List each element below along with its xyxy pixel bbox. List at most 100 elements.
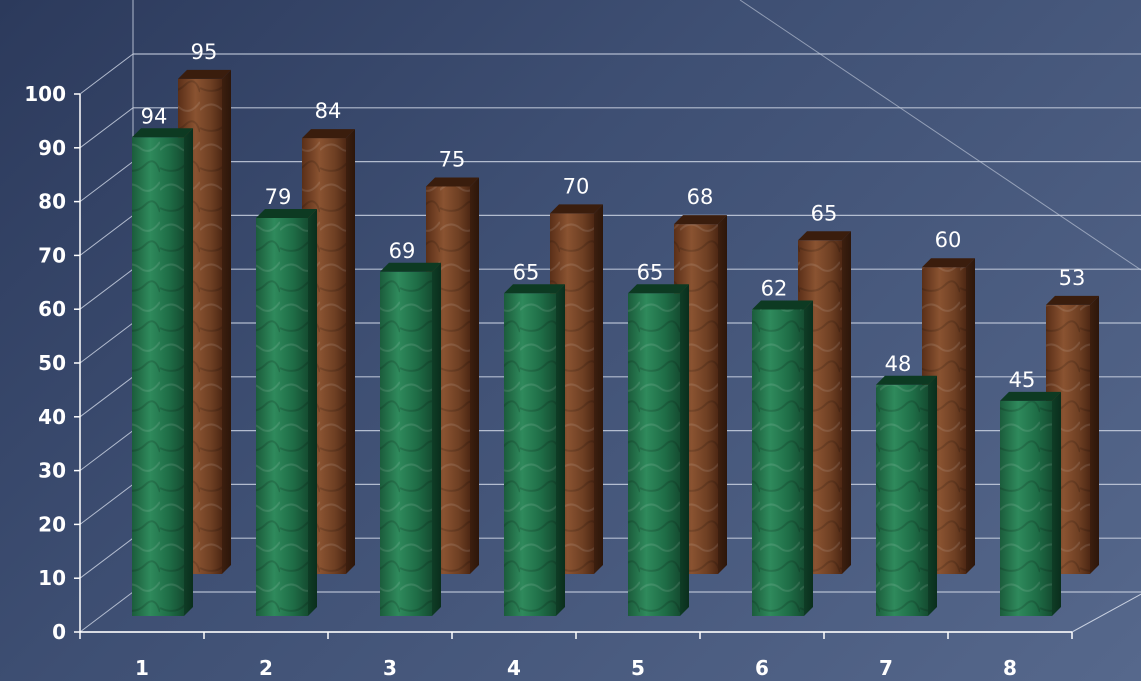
data-label-series1: 94 [141, 104, 168, 128]
bar-series1-texture [380, 271, 432, 616]
bar-series1-top [876, 375, 937, 385]
bar-series1 [256, 208, 317, 617]
bar-series2-side [1090, 295, 1099, 574]
data-label-series2: 53 [1059, 266, 1086, 290]
bar-series1-texture [1000, 400, 1052, 616]
bar-series2-side [594, 204, 603, 574]
bar-series1 [132, 128, 193, 616]
wall-diagonal [739, 0, 1141, 271]
gridline-depth [79, 322, 134, 364]
front-series-layer [132, 128, 1061, 617]
data-label-series2: 84 [315, 99, 342, 123]
bar-series2-side [470, 177, 479, 574]
data-label-series1: 65 [513, 260, 540, 284]
bar-series1 [380, 262, 441, 616]
gridline-depth [79, 107, 134, 149]
bar-series1-side [804, 300, 813, 616]
bar-series2-side [222, 69, 231, 575]
bar-series1-top [1000, 391, 1061, 401]
data-label-series1: 62 [761, 276, 788, 300]
bar-series2-side [966, 258, 975, 574]
gridline-depth [79, 53, 134, 95]
bar-series1-texture [628, 293, 680, 616]
bar-series1-side [308, 208, 317, 617]
data-label-series1: 45 [1009, 368, 1036, 392]
gridline-depth [79, 161, 134, 202]
bar-series1-side [184, 128, 193, 616]
data-label-series2: 95 [191, 40, 218, 64]
data-label-series2: 75 [439, 148, 466, 172]
data-label-series1: 69 [389, 239, 416, 263]
bar-series2-top [426, 177, 479, 187]
data-label-series2: 70 [563, 174, 590, 198]
data-label-series2: 65 [811, 201, 838, 225]
grid-layer [79, 0, 1141, 633]
data-label-series1: 65 [637, 260, 664, 284]
bar-series1-top [504, 284, 565, 294]
label-layer: 95 84 75 70 68 65 60 53 94 79 69 65 65 62 48 45 [141, 40, 1086, 392]
bar-series1-texture [504, 293, 556, 616]
bar-series1-texture [256, 217, 308, 617]
gridline-depth [79, 591, 134, 633]
bar-series1-side [928, 375, 937, 616]
bar-series1 [1000, 391, 1061, 616]
x-tick-label: 8 [1003, 656, 1017, 680]
bar-series1-side [1052, 391, 1061, 616]
gridline-depth [79, 376, 134, 418]
y-tick-label: 70 [38, 243, 66, 267]
x-tick-label: 5 [631, 656, 645, 680]
data-label-series1: 48 [885, 352, 912, 376]
y-tick-label: 30 [38, 459, 66, 483]
y-tick-label: 0 [52, 620, 66, 644]
bar-series1-top [132, 128, 193, 138]
bar-series2-top [178, 69, 231, 79]
bar-series1-side [556, 284, 565, 616]
y-tick-label: 100 [24, 82, 66, 106]
gridline-depth [79, 430, 134, 471]
bar-series2-side [718, 215, 727, 574]
bar-series1-side [680, 284, 689, 616]
x-tick-label: 3 [383, 656, 397, 680]
bar-series2-side [842, 231, 851, 575]
y-tick-label: 90 [38, 136, 66, 160]
gridline-depth [79, 215, 134, 256]
y-tick-label: 40 [38, 405, 66, 429]
x-tick-label: 2 [259, 656, 273, 680]
bar-series1 [752, 300, 813, 616]
bar-series2-top [550, 204, 603, 214]
bar-series2-top [302, 129, 355, 139]
gridline-depth [79, 268, 134, 310]
gridline-depth [79, 484, 134, 525]
bar-series1 [876, 375, 937, 616]
bar-series1-top [256, 208, 317, 218]
bar-series1 [628, 284, 689, 616]
bar-series1 [504, 284, 565, 616]
bar-series1-texture [876, 384, 928, 616]
x-tick-label: 7 [879, 656, 893, 680]
x-tick-label: 1 [135, 656, 149, 680]
bar-series1-texture [132, 137, 184, 616]
bar-series2-top [1046, 295, 1099, 305]
x-tick-label: 4 [507, 656, 521, 680]
y-tick-label: 20 [38, 512, 66, 536]
bar-series1-top [380, 262, 441, 272]
bar-series1-side [432, 262, 441, 616]
floor-right-edge [1071, 593, 1141, 633]
bar-series2-top [798, 231, 851, 241]
data-label-series2: 68 [687, 185, 714, 209]
x-tick-label: 6 [755, 656, 769, 680]
bar-series1-top [628, 284, 689, 294]
y-tick-label: 10 [38, 566, 66, 590]
bar-series2-side [346, 129, 355, 574]
bar-series1-texture [752, 309, 804, 616]
data-label-series1: 79 [265, 185, 292, 209]
bar-series2-top [674, 215, 727, 225]
data-label-series2: 60 [935, 228, 962, 252]
y-tick-label: 60 [38, 297, 66, 321]
bar-series1-top [752, 300, 813, 310]
y-tick-label: 50 [38, 351, 66, 375]
bar-series2-top [922, 258, 975, 268]
y-tick-label: 80 [38, 190, 66, 214]
